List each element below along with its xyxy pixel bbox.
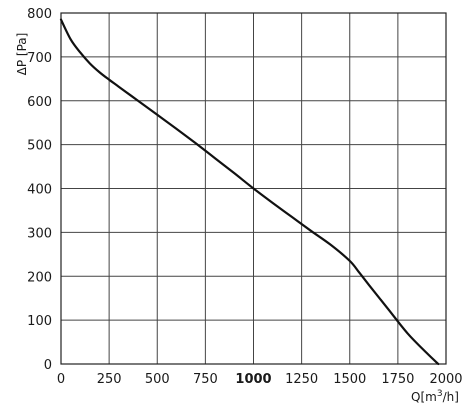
y-tick-label: 300 xyxy=(27,226,52,241)
series-layer xyxy=(59,18,440,366)
x-tick-label: 250 xyxy=(97,372,122,387)
y-tick-label: 600 xyxy=(27,95,52,110)
y-tick-label: 100 xyxy=(27,314,52,329)
x-tick-label: 1750 xyxy=(381,372,414,387)
x-tick-label: 2000 xyxy=(429,372,462,387)
x-tick-label: 1500 xyxy=(333,372,366,387)
x-tick-label: 1000 xyxy=(235,372,271,387)
y-axis-label: ΔP [Pa] xyxy=(15,33,29,76)
y-tick-label: 700 xyxy=(27,51,52,66)
x-tick-label: 500 xyxy=(145,372,170,387)
y-tick-label: 500 xyxy=(27,139,52,154)
x-tick-label: 1250 xyxy=(285,372,318,387)
x-axis-ticks: 0 250 500 750 1000 1250 1500 1750 2000 xyxy=(57,372,463,387)
x-axis-label-tail: /h] xyxy=(443,390,459,404)
y-tick-label: 800 xyxy=(27,7,52,22)
y-tick-label: 0 xyxy=(44,358,52,373)
y-tick-label: 400 xyxy=(27,183,52,198)
series-line-0 xyxy=(59,18,440,366)
x-tick-label: 0 xyxy=(57,372,65,387)
y-axis-ticks: 0 100 200 300 400 500 600 700 800 xyxy=(27,7,52,373)
x-axis-label-sup: 3 xyxy=(437,389,443,399)
y-tick-label: 200 xyxy=(27,270,52,285)
x-tick-label: 750 xyxy=(193,372,218,387)
plot-frame xyxy=(60,12,447,365)
x-axis-label: Q[m3/h] xyxy=(411,389,459,404)
x-axis-label-base: Q[m xyxy=(411,390,437,404)
